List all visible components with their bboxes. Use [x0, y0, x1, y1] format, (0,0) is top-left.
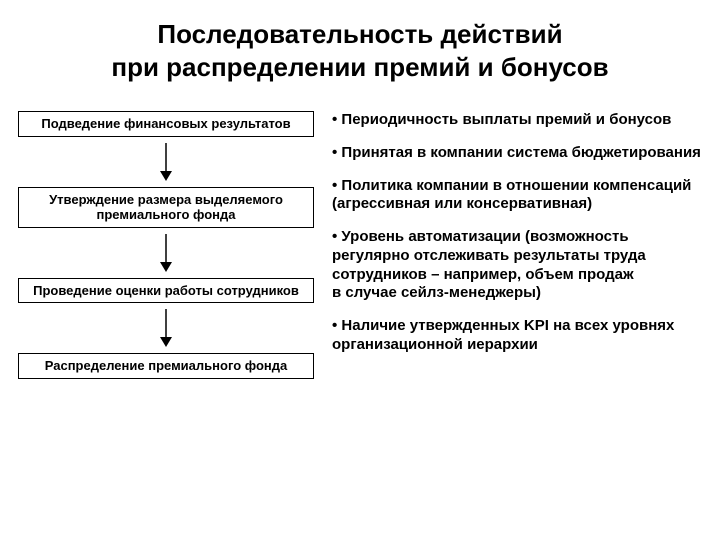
bullet-list: • Периодичность выплаты премий и бонусов…: [332, 111, 702, 379]
content-area: Подведение финансовых результатов Утверж…: [0, 83, 720, 379]
bullet-item: • Принятая в компании система бюджетиров…: [332, 144, 702, 163]
bullet-item: • Политика компании в отношении компенса…: [332, 177, 702, 215]
bullet-item: • Периодичность выплаты премий и бонусов: [332, 111, 702, 130]
title-line1: Последовательность действий: [30, 18, 690, 51]
flow-step-3: Проведение оценки работы сотрудников: [18, 278, 314, 304]
arrow-icon: [156, 143, 176, 181]
bullet-item: • Наличие утвержденных KPI на всех уровн…: [332, 317, 702, 355]
flow-step-1: Подведение финансовых результатов: [18, 111, 314, 137]
arrow-icon: [156, 234, 176, 272]
flow-step-2: Утверждение размера выделяемого премиаль…: [18, 187, 314, 228]
title-line2: при распределении премий и бонусов: [30, 51, 690, 84]
slide-title: Последовательность действий при распреде…: [0, 0, 720, 83]
flowchart: Подведение финансовых результатов Утверж…: [18, 111, 314, 379]
flow-step-4: Распределение премиального фонда: [18, 353, 314, 379]
bullet-item: • Уровень автоматизации (возможность рег…: [332, 228, 702, 303]
arrow-icon: [156, 309, 176, 347]
